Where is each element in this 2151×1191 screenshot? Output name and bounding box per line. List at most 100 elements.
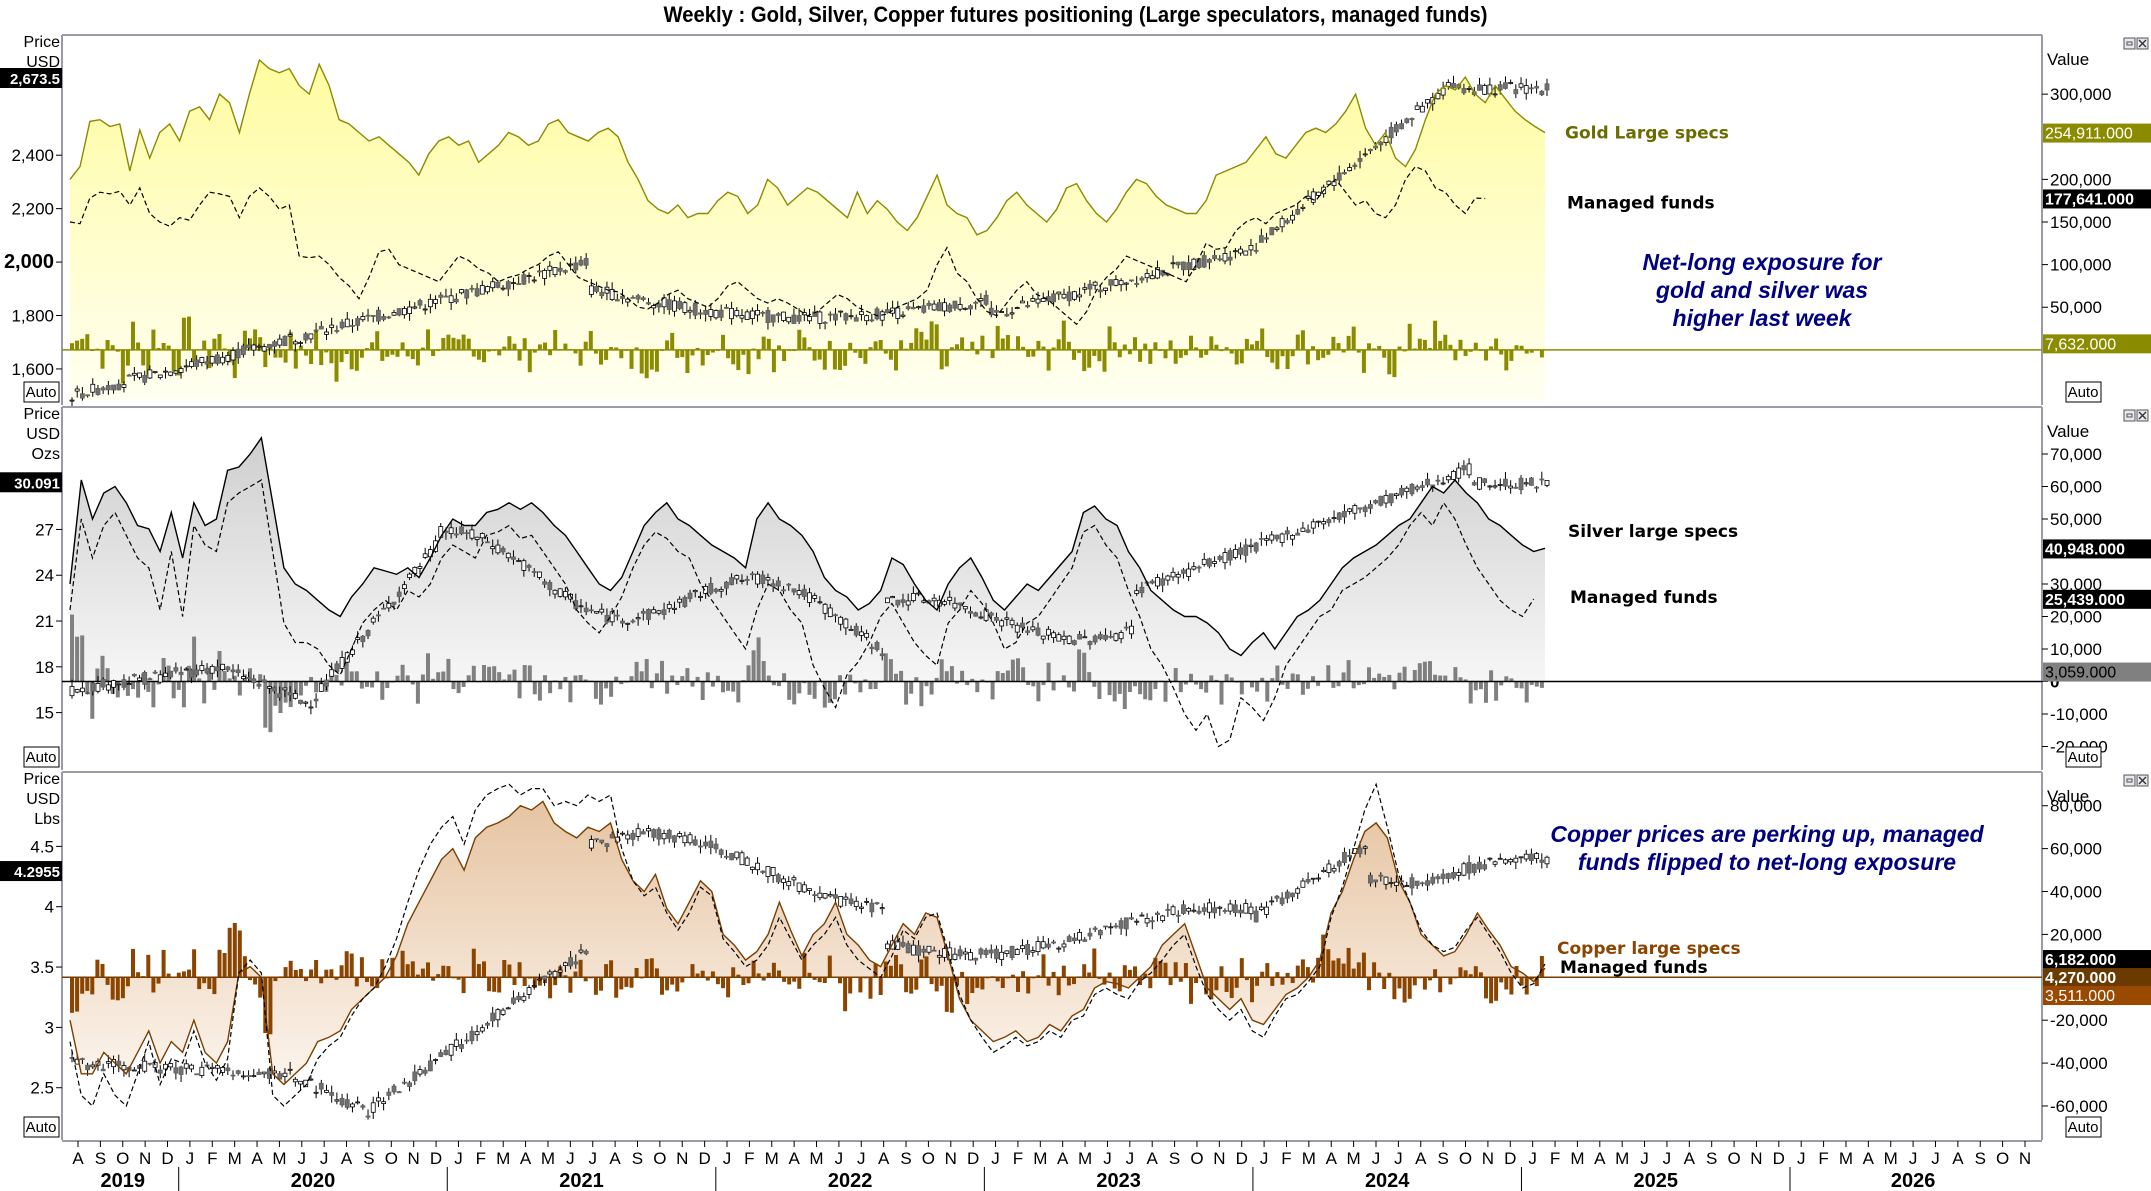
candle-up — [578, 949, 584, 953]
candle-down — [1305, 529, 1311, 533]
change-bar — [1016, 977, 1020, 992]
change-bar — [283, 967, 288, 978]
candle-up — [656, 610, 662, 614]
candle-down — [1347, 854, 1353, 858]
auto-scale-button-left[interactable] — [23, 1116, 60, 1138]
candle-down — [640, 611, 646, 614]
candle-up — [1144, 272, 1150, 279]
candle-down — [350, 324, 355, 327]
candle-down — [1435, 876, 1441, 880]
change-bar — [736, 974, 741, 978]
change-bar — [802, 952, 807, 978]
change-bar — [970, 341, 975, 350]
restore-icon[interactable] — [2123, 409, 2136, 422]
candle-up — [490, 546, 496, 550]
change-bar — [441, 338, 446, 350]
change-bar — [390, 957, 395, 978]
candle-up — [890, 596, 895, 599]
candle-up — [739, 315, 745, 319]
change-bar — [614, 977, 619, 998]
change-bar — [680, 676, 685, 682]
candle-down — [594, 286, 599, 292]
change-bar — [1199, 681, 1204, 690]
candle-down — [1092, 927, 1098, 930]
candle-down — [443, 1049, 449, 1056]
right-tick-label: 70,000 — [2050, 445, 2102, 464]
candle-down — [386, 1091, 392, 1096]
restore-icon[interactable] — [2123, 37, 2136, 50]
change-bar — [1056, 339, 1061, 350]
auto-scale-button-right[interactable] — [2065, 1116, 2102, 1138]
candle-up — [931, 597, 937, 602]
candle-up — [1258, 906, 1264, 910]
restore-icon[interactable] — [2123, 774, 2136, 787]
candle-down — [1451, 872, 1456, 879]
candle-up — [1290, 214, 1295, 221]
candle-down — [620, 620, 625, 624]
change-bar — [497, 349, 502, 356]
candle-up — [1248, 544, 1254, 548]
change-bar — [634, 661, 639, 682]
change-bar — [756, 637, 761, 682]
candle-down — [765, 309, 771, 323]
change-bar — [85, 681, 90, 693]
candle-down — [1352, 164, 1358, 168]
candle-down — [646, 609, 651, 620]
change-bar — [1422, 661, 1427, 682]
change-bar — [548, 977, 553, 999]
candle-down — [562, 270, 568, 273]
candle-down — [1409, 877, 1415, 889]
candle-up — [142, 1060, 148, 1072]
change-bar — [1051, 347, 1056, 350]
candle-down — [1368, 874, 1373, 884]
change-bar — [629, 676, 634, 682]
candle-down — [1253, 542, 1259, 552]
change-bar — [1087, 349, 1092, 368]
candle-up — [1497, 483, 1503, 486]
candle-down — [1181, 904, 1186, 914]
candle-down — [1025, 630, 1031, 633]
candle-up — [1404, 885, 1410, 887]
candle-down — [749, 573, 755, 576]
change-bar — [1499, 349, 1504, 355]
candle-down — [1020, 622, 1025, 628]
candle-down — [578, 259, 584, 266]
change-bar — [726, 681, 731, 691]
month-label: J — [1260, 1149, 1269, 1168]
change-bar — [619, 977, 624, 990]
close-icon-glyph — [2138, 411, 2147, 420]
change-bar — [1133, 337, 1137, 350]
change-bar — [644, 659, 649, 682]
year-label: 2024 — [1365, 1170, 1410, 1191]
auto-scale-button-left[interactable] — [23, 381, 60, 403]
change-bar — [1041, 346, 1046, 350]
candle-up — [495, 544, 501, 554]
right-tick-label: 40,000 — [2050, 883, 2102, 902]
candle-down — [1357, 507, 1363, 510]
change-bar — [1397, 346, 1402, 350]
candle-up — [1269, 900, 1275, 903]
change-bar — [1244, 338, 1249, 350]
candle-down — [1482, 864, 1488, 870]
candle-up — [1014, 307, 1020, 310]
candle-down — [952, 300, 958, 309]
change-bar — [217, 334, 222, 350]
value-badge-label: 7,632.000 — [2045, 336, 2116, 353]
candle-down — [516, 995, 522, 1001]
value-badge — [2043, 968, 2151, 988]
auto-scale-button-left[interactable] — [23, 746, 60, 768]
change-bar — [1260, 328, 1265, 350]
candle-down — [1097, 634, 1103, 640]
candle-down — [1087, 641, 1093, 646]
auto-scale-button-right[interactable] — [2065, 381, 2102, 403]
legend-label-managed-funds: Managed funds — [1570, 588, 1718, 608]
candle-down — [547, 582, 553, 590]
change-bar — [314, 329, 319, 350]
value-badge-label: 4,270.000 — [2045, 970, 2116, 987]
change-bar — [90, 681, 95, 719]
change-bar — [1285, 349, 1290, 369]
change-bar — [426, 653, 430, 682]
auto-scale-button-right[interactable] — [2065, 746, 2102, 768]
month-label: O — [1190, 1149, 1203, 1168]
change-bar — [466, 338, 471, 350]
